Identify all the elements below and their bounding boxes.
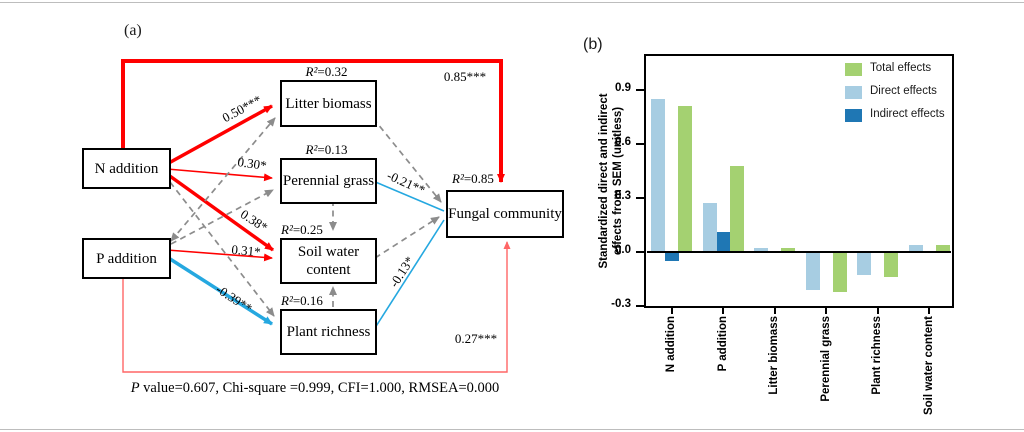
bottom-border-line bbox=[0, 429, 1024, 430]
box-litter-biomass-label: Litter biomass bbox=[285, 95, 372, 112]
path-soilwater-to-fungal-dashed bbox=[374, 216, 440, 259]
r2-litter: R²=0.32 bbox=[305, 64, 348, 79]
y-tick-label: 0.0 bbox=[615, 244, 631, 256]
y-tick bbox=[636, 305, 645, 307]
box-n-addition-label: N addition bbox=[94, 160, 159, 177]
bar-direct-effects-litter-biomass bbox=[754, 248, 768, 251]
box-fungal-community-label: Fungal community bbox=[448, 206, 562, 222]
r2-plant-richness: R²=0.16 bbox=[281, 293, 323, 308]
box-perennial-grass: Perennial grass bbox=[280, 158, 377, 204]
bar-direct-effects-perennial-grass bbox=[805, 253, 820, 290]
r2-fungal: R²=0.85 bbox=[452, 171, 494, 186]
y-tick-label: 0.6 bbox=[615, 136, 631, 148]
box-plant-richness-label: Plant richness bbox=[286, 324, 371, 340]
bar-total-effects-soil-water-content bbox=[935, 244, 950, 251]
path-litter-to-fungal-dashed bbox=[372, 117, 442, 203]
legend-label-indirect-effects: Indirect effects bbox=[870, 108, 945, 120]
y-tick-label: -0.3 bbox=[611, 298, 631, 310]
bar-direct-effects-n-addition bbox=[651, 99, 665, 251]
legend-label-total-effects: Total effects bbox=[870, 62, 932, 74]
box-soil-water-content: Soil water content bbox=[280, 238, 377, 284]
legend-label-direct-effects: Direct effects bbox=[870, 85, 937, 97]
bar-total-effects-p-addition bbox=[729, 165, 744, 251]
legend-swatch-direct-effects bbox=[845, 86, 862, 99]
y-tick-label: 0.9 bbox=[615, 82, 631, 94]
path-perennial-to-fungal bbox=[372, 180, 445, 212]
top-border-line bbox=[0, 2, 1024, 3]
r2-soil-water: R²=0.25 bbox=[281, 222, 323, 237]
path-p-to-perennial-dashed bbox=[170, 189, 274, 245]
path-p-to-fungal bbox=[122, 241, 511, 373]
box-p-addition-label: P addition bbox=[96, 250, 157, 267]
x-tick-label-litter-biomass: Litter biomass bbox=[768, 316, 780, 395]
plot-area bbox=[644, 54, 954, 308]
box-plant-richness: Plant richness bbox=[280, 309, 377, 355]
y-tick bbox=[636, 251, 645, 253]
zero-baseline bbox=[647, 251, 951, 253]
x-tick-label-n-addition: N addition bbox=[665, 316, 677, 373]
x-tick-label-p-addition: P addition bbox=[716, 316, 729, 372]
r2-perennial: R²=0.13 bbox=[305, 142, 348, 157]
coef-n-fungal: 0.85*** bbox=[443, 69, 487, 84]
coef-p-fungal: 0.27*** bbox=[454, 331, 498, 346]
sem-diagram-panel: (a) bbox=[82, 22, 564, 396]
panel-b-label: (b) bbox=[583, 36, 603, 53]
box-n-addition: N addition bbox=[82, 148, 171, 189]
path-n-to-fungal bbox=[121, 59, 505, 183]
y-tick-label: 0.3 bbox=[615, 190, 631, 202]
path-plantrichness-to-fungal bbox=[372, 219, 445, 332]
path-p-to-plantrichness bbox=[166, 255, 273, 326]
panel-a-label: (a) bbox=[124, 22, 142, 39]
bar-direct-effects-plant-richness bbox=[857, 253, 871, 276]
bar-total-effects-litter-biomass bbox=[781, 248, 795, 251]
path-n-to-plantrichness-dashed bbox=[169, 181, 275, 317]
bar-total-effects-plant-richness bbox=[884, 253, 898, 278]
bar-direct-effects-p-addition bbox=[702, 203, 717, 251]
x-tick bbox=[773, 307, 776, 314]
legend-swatch-indirect-effects bbox=[845, 109, 862, 122]
x-tick-label-plant-richness: Plant richness bbox=[871, 316, 883, 395]
x-tick bbox=[876, 307, 879, 314]
bar-indirect-effects-n-addition bbox=[665, 253, 679, 261]
box-litter-biomass: Litter biomass bbox=[280, 80, 377, 127]
box-p-addition: P addition bbox=[82, 238, 171, 279]
x-tick-label-perennial-grass: Perennial grass bbox=[819, 316, 832, 402]
y-axis-title: Standardized direct and indirect effects… bbox=[598, 93, 624, 269]
box-fungal-community: Fungal community bbox=[446, 190, 564, 238]
x-tick bbox=[928, 307, 930, 314]
box-soil-water-content-label: Soil water content bbox=[297, 244, 360, 278]
bar-indirect-effects-p-addition bbox=[716, 232, 731, 251]
x-tick bbox=[825, 307, 827, 314]
sem-fit-statistics: P value=0.607, Chi-square =0.999, CFI=1.… bbox=[130, 380, 500, 396]
bar-direct-effects-soil-water-content bbox=[908, 244, 923, 251]
x-tick bbox=[722, 307, 724, 314]
bar-total-effects-perennial-grass bbox=[832, 253, 847, 292]
x-tick-label-soil-water-content: Soil water content bbox=[922, 316, 935, 416]
bar-total-effects-n-addition bbox=[678, 106, 692, 251]
y-tick bbox=[636, 197, 645, 199]
legend-swatch-total-effects bbox=[845, 63, 862, 76]
y-tick bbox=[636, 143, 645, 145]
y-tick bbox=[636, 89, 645, 91]
sem-path-arrows bbox=[121, 59, 511, 373]
box-perennial-grass-label: Perennial grass bbox=[282, 173, 375, 189]
path-p-to-soilwater bbox=[166, 249, 273, 262]
path-p-to-litter-dashed bbox=[170, 117, 276, 242]
x-tick bbox=[670, 307, 673, 314]
